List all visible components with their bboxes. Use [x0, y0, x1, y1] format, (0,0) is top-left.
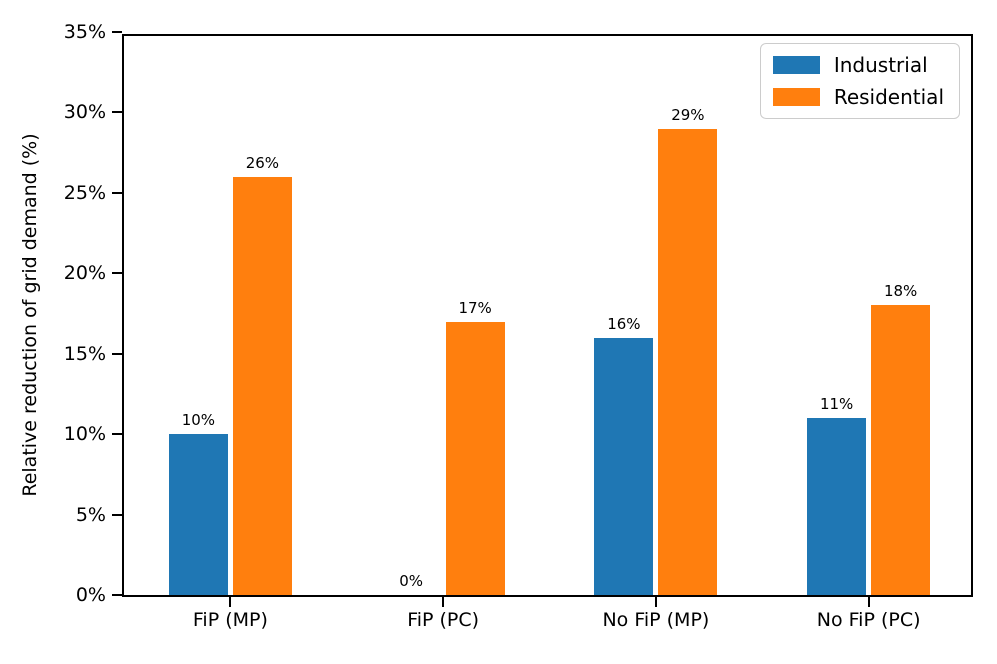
y-tick-mark	[112, 433, 122, 436]
y-axis-label: Relative reduction of grid demand (%)	[19, 133, 41, 497]
y-tick-label: 15%	[63, 342, 106, 365]
plot-area: 0% 5% 10% 15% 20% 25% 30% 35% FiP (MP) FiP (PC) No…	[64, 21, 973, 631]
legend-swatch-industrial	[772, 56, 820, 74]
bar-industrial-4	[807, 418, 867, 595]
bar-residential-1	[232, 176, 292, 595]
bar-value-label: 11%	[819, 395, 854, 414]
bar-residential-3	[658, 128, 718, 595]
y-tick-label: 0%	[75, 584, 106, 606]
y-tick-label: 5%	[75, 503, 106, 526]
x-tick-mark	[229, 597, 232, 607]
bar-value-label: 18%	[883, 282, 918, 301]
legend: Industrial Residential	[759, 43, 960, 119]
y-tick-mark	[112, 111, 122, 114]
y-tick-label: 25%	[63, 181, 106, 204]
bar-residential-2	[445, 321, 505, 595]
bar-value-label: 17%	[458, 298, 492, 317]
bar-residential-4	[871, 305, 931, 595]
legend-swatch-residential	[772, 88, 820, 106]
y-tick-mark	[112, 513, 122, 516]
y-tick-label: 20%	[63, 262, 106, 285]
x-tick-label-fip-mp-: FiP (MP)	[192, 609, 268, 631]
bar-industrial-3	[594, 337, 654, 595]
x-tick-mark	[442, 597, 445, 607]
y-tick-label: 35%	[63, 21, 106, 43]
x-tick-label-no-fip-mp-: No FiP (MP)	[602, 609, 710, 631]
bar-value-label: 26%	[245, 153, 280, 172]
y-tick-label: 30%	[63, 101, 106, 124]
bar-value-label: 10%	[181, 411, 216, 430]
y-tick-label: 10%	[63, 423, 106, 446]
bar-value-label: 29%	[671, 105, 705, 124]
x-tick-label-fip-pc-: FiP (PC)	[407, 609, 480, 631]
x-tick-label-no-fip-pc-: No FiP (PC)	[816, 609, 921, 631]
bar-industrial-1	[168, 434, 228, 595]
x-tick-mark	[654, 597, 657, 607]
y-tick-mark	[112, 352, 122, 355]
bar-value-label: 16%	[607, 314, 641, 333]
legend-row-industrial: Industrial	[772, 53, 944, 77]
x-tick-mark	[867, 597, 870, 607]
y-tick-mark	[112, 272, 122, 275]
legend-row-residential: Residential	[772, 85, 944, 109]
legend-label: Industrial	[833, 53, 928, 77]
bar-value-label: 0%	[399, 572, 424, 590]
y-tick-mark	[112, 31, 122, 33]
y-tick-mark	[112, 594, 122, 596]
y-tick-mark	[112, 191, 122, 194]
legend-label: Residential	[833, 85, 944, 109]
